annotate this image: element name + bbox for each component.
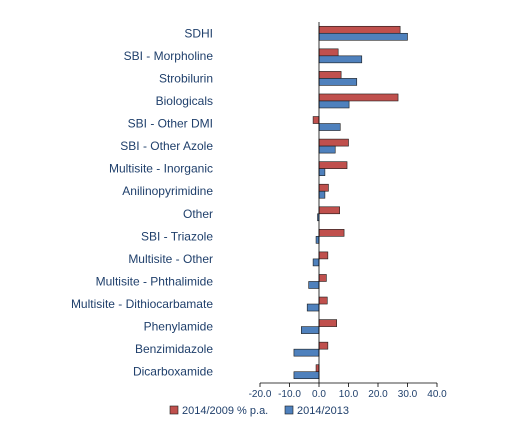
- bar-series1: [318, 319, 338, 327]
- bar-series1: [318, 251, 329, 260]
- category-label: SBI - Other Azole: [120, 139, 213, 153]
- category-label: Dicarboxamide: [133, 365, 213, 379]
- legend-swatch-series1: [169, 405, 179, 415]
- category-label: Phenylamide: [144, 320, 214, 334]
- category-label: Strobilurin: [159, 71, 213, 85]
- x-tick-label: 0.0: [312, 389, 326, 400]
- bar-series2: [318, 55, 363, 64]
- bar-series2: [293, 348, 320, 357]
- bar-series1: [318, 341, 329, 350]
- bar-series2: [306, 303, 320, 312]
- bar-series1: [318, 93, 399, 102]
- bar-series2: [293, 371, 320, 380]
- bar-series1: [318, 296, 328, 305]
- bar-series2: [312, 258, 320, 267]
- category-label: Benzimidazole: [135, 342, 213, 356]
- category-label: Other: [183, 207, 213, 221]
- bar-series1: [315, 364, 320, 373]
- bar-series1: [318, 71, 342, 79]
- bar-series2: [318, 168, 326, 176]
- category-label: SBI - Other DMI: [128, 117, 213, 131]
- x-tick-label: 10.0: [339, 389, 359, 400]
- legend-label-series2: 2014/2013: [297, 405, 349, 417]
- category-label: SBI - Triazole: [141, 229, 213, 243]
- bar-series2: [318, 145, 336, 154]
- bar-series2: [318, 78, 358, 86]
- category-label: SBI - Morpholine: [124, 49, 214, 63]
- x-tick-label: 20.0: [368, 389, 388, 400]
- bar-series2: [318, 32, 408, 41]
- bar-series2: [300, 326, 320, 334]
- category-label: Biologicals: [156, 94, 213, 108]
- bar-series2: [318, 190, 326, 199]
- bar-series2: [318, 123, 341, 131]
- bar-series1: [318, 48, 339, 57]
- x-tick-label: 40.0: [427, 389, 447, 400]
- category-label: Anilinopyrimidine: [122, 184, 213, 198]
- bar-series1: [318, 229, 345, 237]
- category-label: Multisite - Other: [128, 252, 213, 266]
- x-tick-label: -10.0: [278, 389, 301, 400]
- bar-series2: [308, 281, 320, 289]
- legend-label-series1: 2014/2009 % p.a.: [182, 405, 268, 417]
- bar-series2: [318, 100, 350, 109]
- legend-swatch-series2: [284, 405, 294, 415]
- bar-series1: [318, 138, 349, 147]
- category-label: Multisite - Phthalimide: [96, 274, 214, 288]
- x-tick-label: 30.0: [398, 389, 418, 400]
- category-label: Multisite - Inorganic: [109, 162, 213, 176]
- category-label: SDHI: [184, 26, 213, 40]
- bar-series1: [318, 274, 327, 282]
- x-tick-label: -20.0: [249, 389, 272, 400]
- bar-series1: [318, 206, 340, 215]
- bar-series2: [315, 236, 320, 244]
- bar-series1: [318, 161, 348, 169]
- bar-series1: [318, 25, 401, 34]
- bar-series1: [318, 183, 329, 192]
- bar-series1: [312, 116, 320, 124]
- category-label: Multisite - Dithiocarbamate: [71, 297, 213, 311]
